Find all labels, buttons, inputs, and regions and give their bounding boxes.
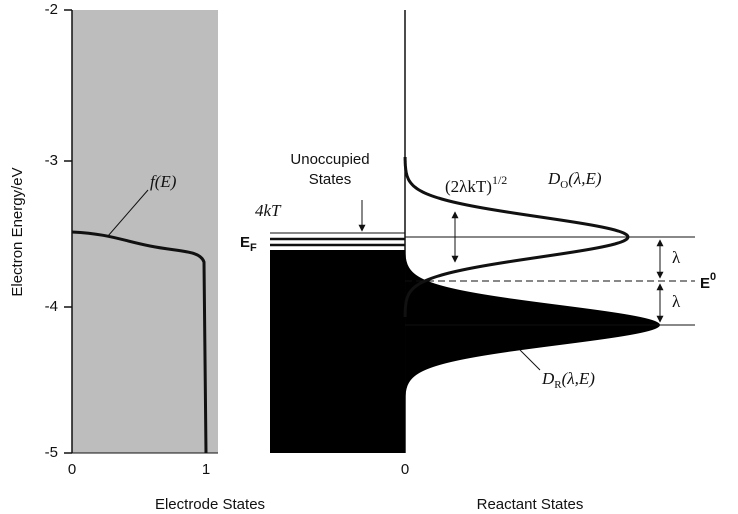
y-tick-label: -3 — [45, 152, 58, 169]
thermal-width-label: 4kT — [255, 201, 282, 220]
x-tick-label: 0 — [401, 461, 409, 478]
x-axis-label: Reactant States — [477, 496, 584, 513]
x-tick-label: 1 — [202, 461, 210, 478]
leader — [519, 349, 541, 371]
reduced-label: DR(λ,E) — [541, 369, 595, 391]
standard-potential-label: E0 — [700, 271, 716, 292]
y-tick-label: -4 — [45, 298, 58, 315]
reorg-label: λ — [672, 248, 681, 267]
x-axis-label: Electrode States — [155, 496, 265, 513]
y-tick-label: -5 — [45, 444, 58, 461]
y-axis-label: Electron Energy/eV — [9, 167, 26, 296]
leader — [107, 189, 149, 237]
fermi-level-label: EF — [240, 234, 257, 254]
reorg-label: λ — [672, 292, 681, 311]
unoccupied-label: States — [309, 171, 352, 188]
fermi-function-label: f(E) — [150, 172, 177, 191]
oxidized-label: DO(λ,E) — [547, 169, 602, 191]
y-ticks — [64, 9, 72, 454]
unoccupied-label: Unoccupied — [290, 151, 369, 168]
x-tick-label: 0 — [68, 461, 76, 478]
fermi-curve — [71, 230, 208, 454]
occupied-states — [270, 250, 405, 453]
occupied-shading — [72, 10, 218, 453]
y-tick-label: -2 — [45, 1, 58, 18]
width-label: (2λkT)1/2 — [445, 173, 507, 196]
